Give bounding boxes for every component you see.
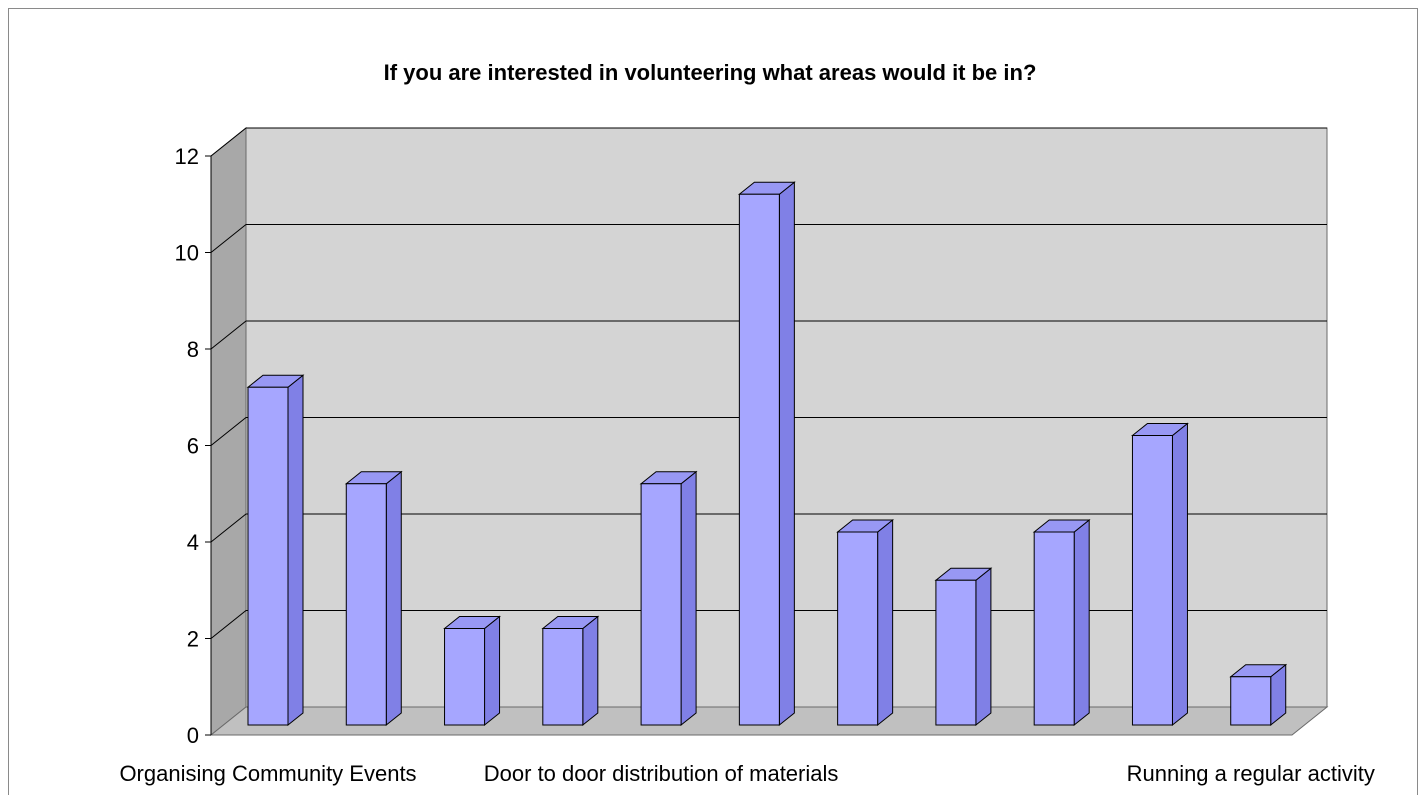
bar-front [935,579,977,726]
bar-side [385,470,402,727]
bar-front [444,628,486,726]
gridline [210,224,1327,253]
bar [1131,422,1189,727]
x-category-label: Running a regular activity [1127,761,1375,786]
y-tick-label: 2 [187,627,199,652]
bar-side [484,615,501,727]
chart-title: If you are interested in volunteering wh… [384,60,1037,85]
bars [246,181,1288,727]
bar-front [345,483,387,726]
gridline [210,417,1327,446]
bar [541,615,600,727]
bar [1229,663,1288,727]
bar-side [287,374,304,727]
bar [639,470,698,727]
y-tick-label: 4 [187,530,199,555]
bar [1032,518,1091,727]
bar-front [640,483,682,726]
y-tick-label: 6 [187,434,199,459]
bar-front [1230,676,1272,726]
bar-side [582,615,599,727]
bar-front [542,628,584,726]
bar-side [1073,518,1090,727]
bar-front [837,531,879,726]
y-tick-label: 12 [175,144,199,169]
bar-front [247,386,289,726]
bar [443,615,501,727]
bar-front [1131,435,1173,726]
bar [737,181,796,727]
bar-side [680,470,697,727]
gridline [210,127,1327,157]
bar-front [1033,531,1075,726]
x-axis-labels: Organising Community Events Door to door … [119,761,1374,786]
x-category-label: Organising Community Events [119,761,416,786]
bar-side [975,567,992,727]
x-category-label: Door to door distribution of materials [484,761,839,786]
gridline [210,513,1327,543]
y-tick-label: 8 [187,337,199,362]
bar [934,567,993,727]
bar-side [1171,422,1188,727]
bar-side [877,518,894,727]
bar [246,374,305,727]
gridline [210,320,1327,350]
y-axis-ticks: 0 2 4 6 8 10 12 [175,144,212,748]
bar [836,518,895,727]
bar [344,470,403,727]
bar-front [738,193,780,726]
y-tick-label: 10 [175,241,199,266]
bar-side [778,181,795,727]
y-tick-label: 0 [187,723,199,748]
